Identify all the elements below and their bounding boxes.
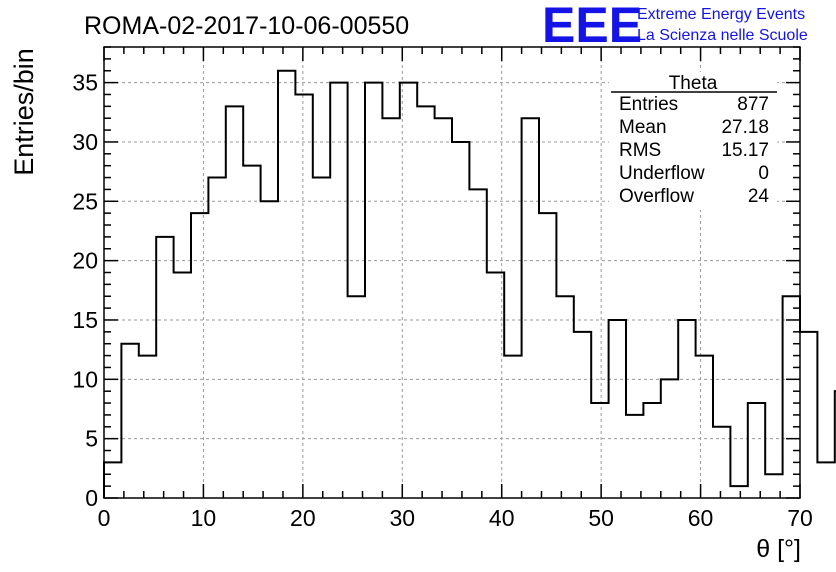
- histogram-bin: [226, 106, 243, 498]
- histogram-bin: [661, 379, 678, 498]
- histogram-bin: [278, 71, 295, 498]
- y-axis-label: Entries/bin: [9, 48, 39, 176]
- histogram-bin: [139, 356, 156, 498]
- stats-value: 877: [737, 94, 769, 115]
- histogram-bin: [104, 462, 121, 498]
- y-tick-label: 0: [85, 485, 98, 511]
- eee-logo-line2: La Scienza nelle Scuole: [637, 27, 808, 44]
- histogram-bin: [800, 332, 817, 498]
- histogram-bin: [382, 118, 399, 498]
- histogram-bin: [678, 320, 695, 498]
- histogram-bin: [191, 213, 208, 498]
- histogram-bin: [348, 296, 365, 498]
- histogram-bin: [591, 403, 608, 498]
- histogram-bin: [748, 403, 765, 498]
- histogram-bin: [261, 201, 278, 498]
- eee-logo: EEE Extreme Energy Events La Scienza nel…: [542, 0, 808, 53]
- histogram-bin: [330, 83, 347, 498]
- histogram-bin: [730, 486, 747, 498]
- histogram-bin: [365, 83, 382, 498]
- stats-value: 27.18: [721, 117, 769, 138]
- x-tick-label: 60: [688, 505, 714, 531]
- histogram-bin: [469, 189, 486, 498]
- histogram-bin: [783, 296, 800, 498]
- chart-title: ROMA-02-2017-10-06-00550: [84, 12, 409, 40]
- histogram-bin: [487, 273, 504, 499]
- x-tick-label: 70: [787, 505, 813, 531]
- x-tick-label: 0: [98, 505, 111, 531]
- histogram-bin: [174, 273, 191, 499]
- histogram-bin: [522, 118, 539, 498]
- stats-rows: Entries 877 Mean 27.18 RMS 15.17 Underflow 0 Ove…: [619, 94, 769, 207]
- stats-value: 24: [748, 186, 770, 207]
- histogram-bin: [243, 166, 260, 498]
- plot-frame: [103, 46, 801, 499]
- histogram-bin: [609, 320, 626, 498]
- histogram-bin: [556, 296, 573, 498]
- stats-label: Underflow: [619, 163, 705, 184]
- y-tick-label: 20: [72, 248, 98, 274]
- histogram-bin: [452, 142, 469, 498]
- axis-ticks: [103, 46, 801, 499]
- y-tick-label: 30: [72, 129, 98, 155]
- histogram-bin: [539, 213, 556, 498]
- stats-label: Entries: [619, 94, 678, 115]
- y-tick-label: 15: [72, 307, 98, 333]
- x-tick-label: 10: [191, 505, 217, 531]
- histogram-bin: [208, 178, 225, 498]
- stats-box-background: [609, 72, 777, 210]
- y-tick-label: 10: [72, 366, 98, 392]
- histogram-bin: [713, 427, 730, 498]
- x-tick-label: 50: [588, 505, 614, 531]
- stats-value: 0: [758, 163, 769, 184]
- histogram-bin: [626, 415, 643, 498]
- x-tick-label: 20: [290, 505, 316, 531]
- y-tick-label: 5: [85, 426, 98, 452]
- histogram-bin: [574, 332, 591, 498]
- histogram-bin: [313, 178, 330, 498]
- histogram-bin: [817, 462, 834, 498]
- histogram-bin: [400, 83, 417, 498]
- histogram-bin: [417, 106, 434, 498]
- stats-box: Theta Entries 877 Mean 27.18 RMS 15.17 Underfl…: [609, 72, 777, 210]
- x-tick-label: 40: [489, 505, 515, 531]
- stats-title: Theta: [669, 73, 718, 94]
- histogram-bin: [643, 403, 660, 498]
- histogram-bin: [435, 118, 452, 498]
- histogram-bin: [504, 356, 521, 498]
- x-tick-label: 30: [389, 505, 415, 531]
- y-tick-label: 25: [72, 188, 98, 214]
- y-tick-label: 35: [72, 70, 98, 96]
- eee-logo-mark: EEE: [542, 0, 642, 53]
- histogram-bin: [696, 356, 713, 498]
- histogram-bin: [156, 237, 173, 498]
- y-tick-labels: 0 5 10 15 20 25 30 35: [72, 70, 98, 511]
- eee-logo-line1: Extreme Energy Events: [637, 6, 805, 23]
- stats-label: Mean: [619, 117, 667, 138]
- x-tick-labels: 0 10 20 30 40 50 60 70: [98, 505, 813, 531]
- stats-label: RMS: [619, 140, 661, 161]
- histogram-bin: [121, 344, 138, 498]
- histogram-bin: [295, 94, 312, 498]
- x-axis-label: θ [°]: [756, 535, 801, 563]
- stats-value: 15.17: [721, 140, 769, 161]
- stats-label: Overflow: [619, 186, 694, 207]
